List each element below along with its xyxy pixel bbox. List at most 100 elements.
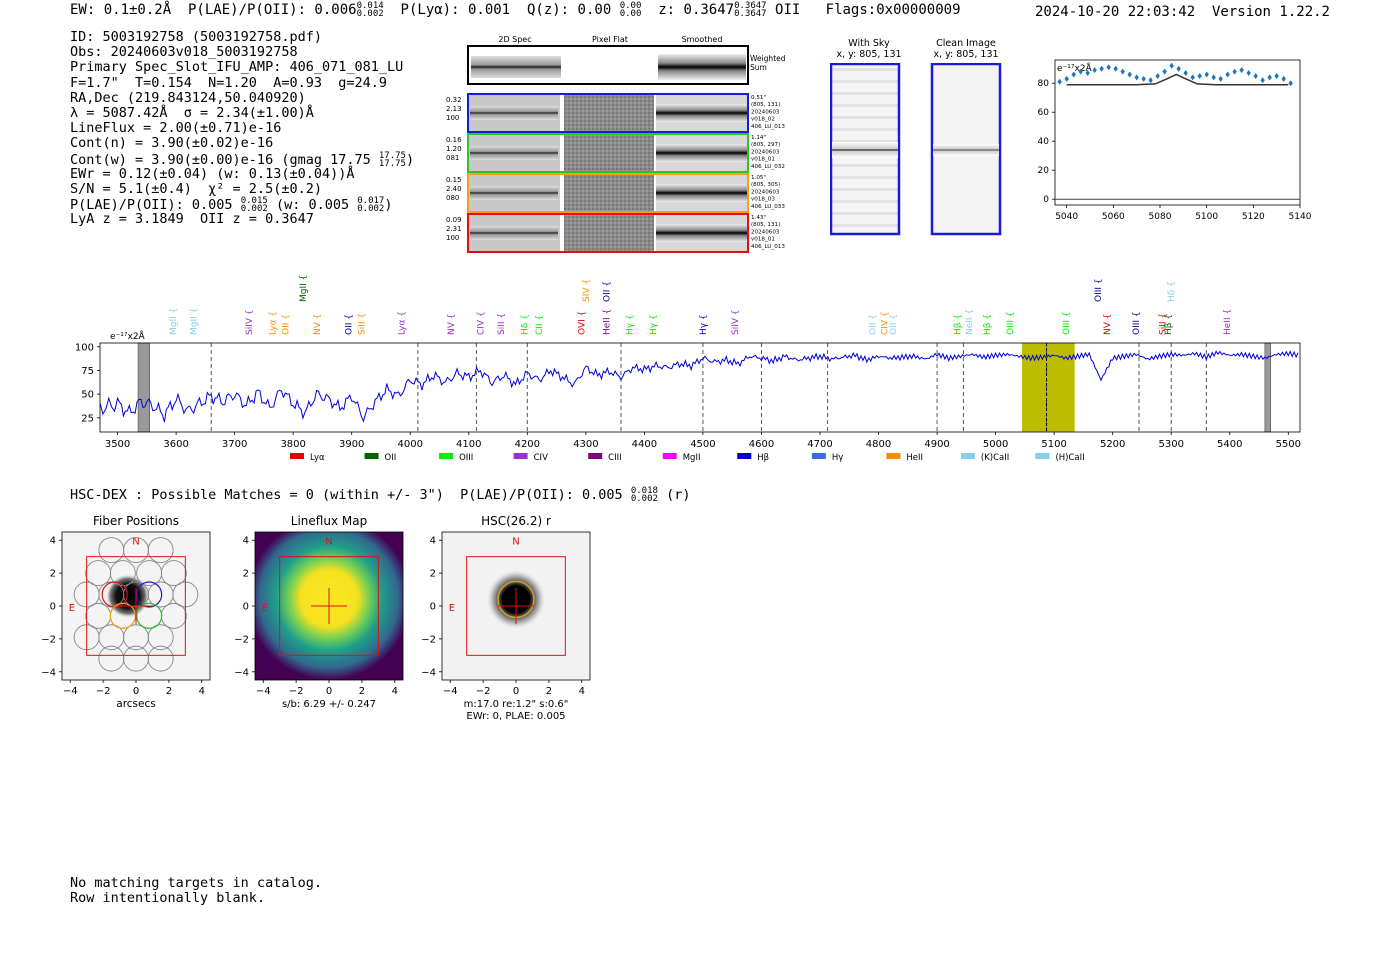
emission-line-label: HeII {: [1223, 309, 1233, 335]
emission-line-label: Lyα {: [397, 311, 407, 335]
panel-xtick-label: −4: [63, 686, 78, 697]
north-label: N: [325, 536, 332, 547]
legend-swatch: [1035, 453, 1050, 459]
emission-line-label: SiII {: [1158, 313, 1168, 335]
masked-region: [137, 342, 151, 433]
cutout-frame: [467, 133, 749, 173]
panel-ytick-label: −2: [421, 634, 436, 645]
fit-xtick-label: 5100: [1195, 212, 1218, 222]
cutout-right-label: v018_03: [751, 197, 775, 203]
cutout-right-label: (805, 131): [751, 102, 780, 108]
east-label: E: [262, 603, 268, 614]
fit-ylabel: e⁻¹⁷x2Å: [1057, 62, 1093, 74]
footer-line-2: Row intentionally blank.: [70, 890, 266, 906]
legend-swatch: [513, 453, 528, 459]
cutout-right-label: 0.51": [751, 95, 766, 101]
cutout-panel: 2D Spec Pixel Flat Smoothed Weighted Sum …: [446, 35, 786, 253]
info-contw: Cont(w) = 3.90(±0.00)e-16 (gmag 17.75 17…: [70, 150, 415, 169]
spectrum-xtick-label: 4000: [398, 439, 423, 450]
legend-label: (H)CaII: [1055, 453, 1084, 463]
cutout-left-label: 2.31: [446, 225, 462, 233]
cutout-smoothed-trace: [656, 144, 748, 162]
fiber-circle: [160, 560, 187, 587]
header-z: z: 0.3647: [658, 2, 735, 18]
emission-line-label: Hδ {: [1167, 281, 1177, 302]
panel-ytick-label: 0: [430, 602, 436, 613]
spectrum-xtick-label: 4600: [749, 439, 774, 450]
fiber-circle: [147, 624, 174, 651]
panel-xtick-label: −2: [96, 686, 111, 697]
cutout-left-label: 100: [446, 114, 459, 122]
info-radec: RA,Dec (219.843124,50.040920): [70, 89, 306, 106]
cutout-right-label: 406_LU_032: [751, 164, 785, 170]
emission-line-label: OII {: [281, 314, 291, 335]
emission-line-label: Hγ {: [649, 314, 659, 335]
footer-note: No matching targets in catalog. Row inten…: [70, 876, 322, 906]
weighted-2d: [471, 56, 561, 78]
panel-xtick-label: −4: [256, 686, 271, 697]
fiber-xlabel: arcsecs: [116, 698, 155, 710]
cutout-smoothed-trace: [656, 104, 748, 122]
cutout-right-label: (805, 297): [751, 142, 780, 148]
lineflux-xlabel: s/b: 6.29 +/- 0.247: [282, 699, 376, 710]
emission-line-label: OII {: [889, 314, 899, 335]
cutout-left-label: 1.20: [446, 145, 462, 153]
spectrum-xtick-label: 4400: [632, 439, 657, 450]
legend-swatch: [960, 453, 975, 459]
spectrum-ytick-label: 100: [75, 342, 94, 353]
spectrum-xtick-label: 4100: [456, 439, 481, 450]
cutout-right-label: (805, 305): [751, 182, 780, 188]
legend-label: OIII: [459, 453, 473, 463]
legend-label: Hβ: [757, 453, 769, 463]
emission-line-label: OIII {: [1006, 311, 1016, 335]
panel-ytick-label: −2: [234, 634, 249, 645]
fit-xtick-label: 5080: [1149, 212, 1172, 222]
col-smoothed: Smoothed: [682, 35, 723, 44]
spectrum-xtick-label: 5500: [1276, 439, 1301, 450]
emission-line-label: MgII {: [190, 308, 200, 335]
cutout-left-label: 100: [446, 234, 459, 242]
fit-xtick-label: 5040: [1055, 212, 1078, 222]
legend-label: Hγ: [832, 453, 843, 463]
fiber-positions-panel: Fiber Positions N E −4 −4 −2 −2 0 0 2 2 4 4: [41, 514, 211, 697]
info-obs: Obs: 20240603v018_5003192758: [70, 44, 298, 61]
panel-xtick-label: 4: [392, 686, 398, 697]
fiber-highlight: [136, 602, 163, 629]
cutout-right-label: 406_LU_013: [751, 244, 785, 250]
spectrum-xtick-label: 5300: [1158, 439, 1183, 450]
legend-label: (K)CaII: [981, 453, 1009, 463]
header-ew: EW: 0.1±0.2Å P(LAE)/P(OII): 0.006: [70, 2, 357, 18]
emission-line-label: SiIV {: [731, 309, 741, 335]
emission-line-label: NV {: [447, 314, 457, 335]
spectrum-xtick-label: 4700: [807, 439, 832, 450]
weighted-sum-label: Weighted Sum: [750, 54, 786, 72]
panel-xtick-label: 0: [133, 686, 139, 697]
spectrum-xtick-label: 4300: [573, 439, 598, 450]
panel-xtick-label: 2: [359, 686, 365, 697]
spectrum-xtick-label: 3700: [222, 439, 247, 450]
spectrum-xtick-label: 4800: [866, 439, 891, 450]
emission-line-label: OIII {: [1132, 311, 1142, 335]
cutout-left-label: 080: [446, 194, 459, 202]
panel-ytick-label: 0: [243, 602, 249, 613]
emission-line-label: Lyα {: [269, 311, 279, 335]
emission-line-label: OII {: [345, 314, 355, 335]
emission-line-label: HeII {: [602, 309, 612, 335]
cutout-right-label: 20240603: [751, 149, 780, 155]
spectrum-ylabel: e⁻¹⁷x2Å: [110, 330, 146, 342]
with-sky-title: With Sky x, y: 805, 131: [836, 38, 902, 60]
spectrum-xtick-label: 3600: [163, 439, 188, 450]
fit-xtick-label: 5060: [1102, 212, 1125, 222]
fiber-highlight: [109, 602, 136, 629]
legend-swatch: [737, 453, 752, 459]
cutout-2d-trace: [470, 186, 558, 200]
emission-line-label: NV {: [313, 314, 323, 335]
cutout-left-label: 081: [446, 154, 459, 162]
cutout-right-label: v018_02: [751, 117, 775, 123]
emission-line-label: Hβ {: [1164, 314, 1174, 335]
spectrum-xtick-label: 4500: [690, 439, 715, 450]
panel-ytick-label: 2: [50, 569, 56, 580]
spectrum-series-line: [99, 350, 1299, 423]
